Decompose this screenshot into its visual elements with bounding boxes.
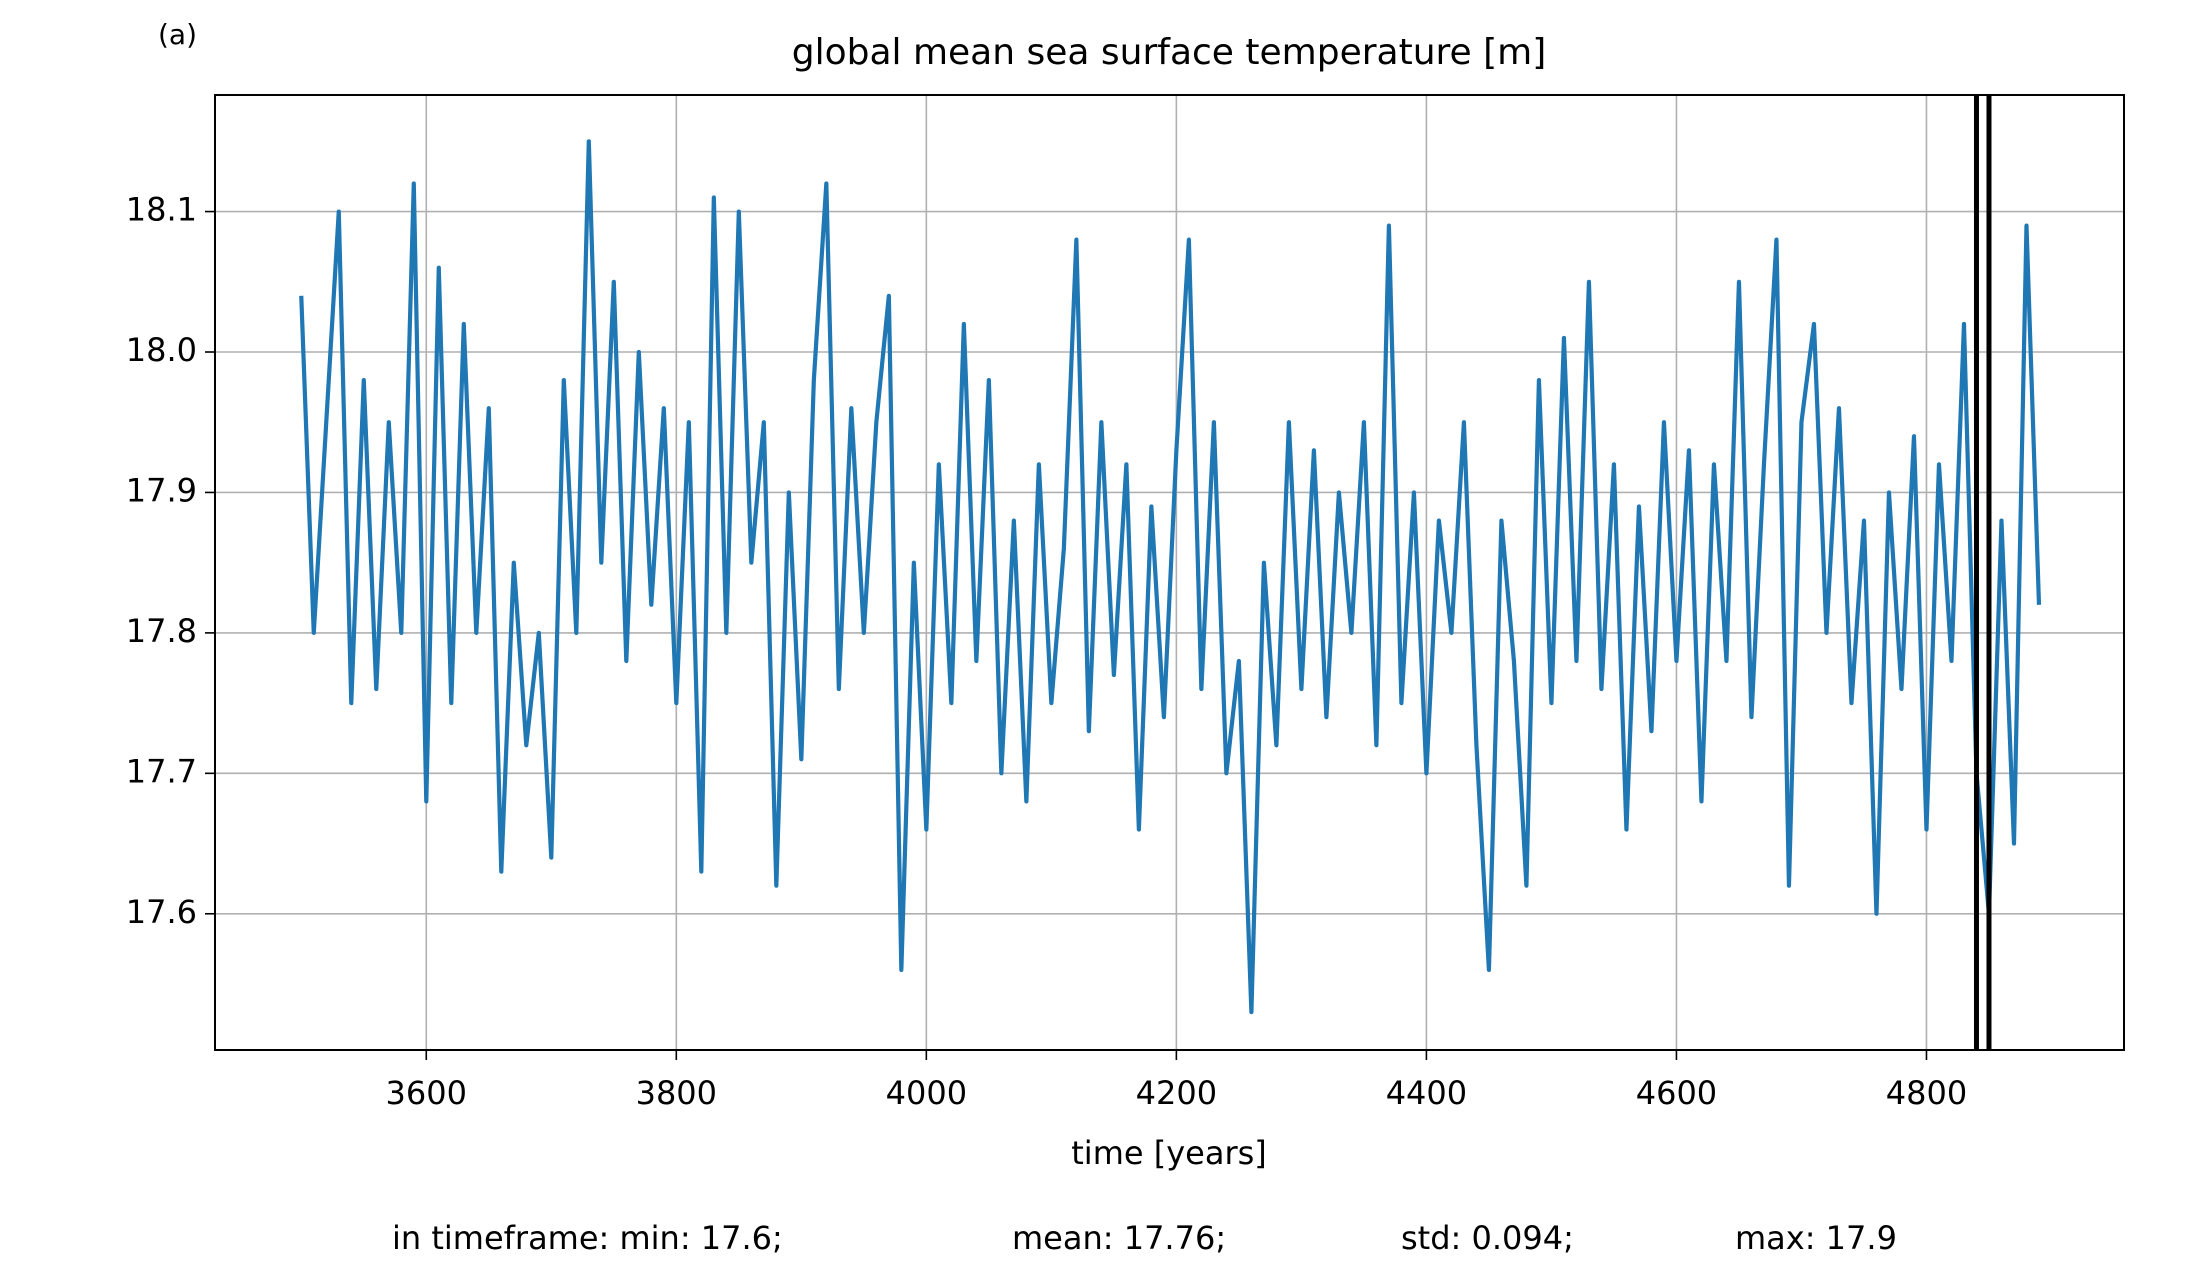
panel-label: (a)	[158, 18, 197, 51]
x-tick-label: 4600	[1636, 1074, 1717, 1112]
data-line	[299, 139, 2042, 1015]
footer-stat: mean: 17.76;	[1012, 1219, 1226, 1257]
x-axis-label: time [years]	[1071, 1134, 1267, 1172]
chart-title: global mean sea surface temperature [m]	[792, 32, 1547, 73]
x-tick-label: 4400	[1386, 1074, 1467, 1112]
footer-stat: in timeframe: min: 17.6;	[392, 1219, 783, 1257]
footer-stat: std: 0.094;	[1401, 1219, 1574, 1257]
x-tick-label: 4200	[1136, 1074, 1217, 1112]
x-tick-label: 3800	[636, 1074, 717, 1112]
y-tick-label: 17.9	[126, 471, 197, 509]
y-tick-label: 18.1	[126, 191, 197, 229]
y-tick-label: 18.0	[126, 331, 197, 369]
y-tick-label: 17.7	[126, 752, 197, 790]
y-tick-label: 17.8	[126, 612, 197, 650]
x-tick-label: 4000	[886, 1074, 967, 1112]
y-tick-label: 17.6	[126, 893, 197, 931]
axes-frame	[214, 94, 2125, 1051]
x-tick-label: 4800	[1886, 1074, 1967, 1112]
footer-stat: max: 17.9	[1735, 1219, 1897, 1257]
x-tick-label: 3600	[386, 1074, 467, 1112]
